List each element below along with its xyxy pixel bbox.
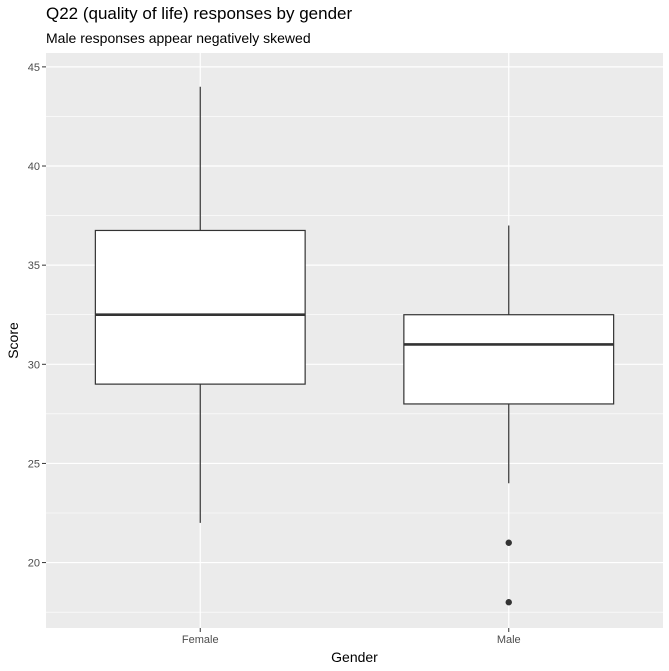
- grid-lines: [46, 53, 663, 628]
- y-tick-label: 35: [28, 260, 40, 272]
- boxes: [94, 86, 615, 606]
- box-male: [403, 225, 615, 606]
- box-female: [94, 86, 306, 523]
- y-tick-label: 40: [28, 161, 40, 173]
- y-tick-label: 45: [28, 62, 40, 74]
- axes: 20 25 30 35 40 45 Female Male: [28, 62, 521, 646]
- x-tick-label: Female: [182, 634, 219, 646]
- x-axis-label: Gender: [331, 649, 378, 665]
- box-iqr: [94, 229, 306, 385]
- outlier-point: [505, 539, 512, 546]
- box-iqr: [403, 314, 615, 405]
- x-tick-label: Male: [497, 634, 521, 646]
- y-tick-label: 30: [28, 359, 40, 371]
- outlier-point: [505, 599, 512, 606]
- y-tick-label: 25: [28, 458, 40, 470]
- chart-title: Q22 (quality of life) responses by gende…: [46, 4, 353, 23]
- y-axis-label: Score: [5, 322, 21, 359]
- chart-subtitle: Male responses appear negatively skewed: [46, 30, 311, 46]
- y-tick-label: 20: [28, 558, 40, 570]
